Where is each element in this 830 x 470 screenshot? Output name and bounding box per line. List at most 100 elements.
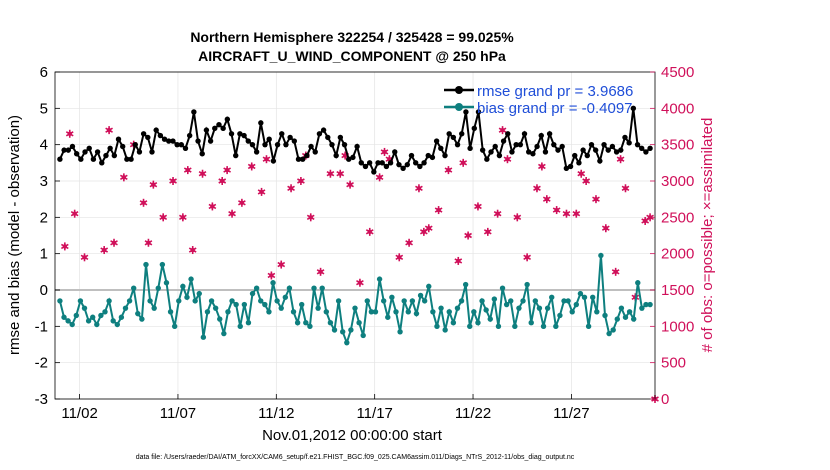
bias-point [626, 309, 633, 315]
rmse-point [417, 163, 423, 170]
obs-point-dot [505, 157, 510, 162]
bias-point [594, 309, 600, 315]
rmse-point [622, 134, 628, 141]
rmse-point [195, 138, 201, 144]
rmse-point [341, 141, 348, 148]
bias-point [356, 320, 362, 326]
obs-point-dot [121, 175, 127, 180]
obs-point [380, 147, 389, 156]
bias-point [389, 294, 395, 300]
bias-point [307, 323, 313, 330]
bias-point [417, 292, 424, 299]
bias-point [282, 294, 289, 300]
rmse-point [471, 125, 477, 132]
bias-point [262, 301, 268, 308]
bias-point [163, 280, 170, 286]
obs-point-dot [288, 186, 294, 191]
y-tick-label: 1 [40, 246, 48, 263]
chart-title: Northern Hemisphere 322254 / 325428 = 99… [190, 29, 514, 45]
bias-point [458, 298, 465, 304]
bias-point [491, 296, 498, 302]
bias-point [487, 316, 493, 322]
rmse-point [454, 141, 461, 148]
rmse-point [484, 156, 490, 162]
obs-point-dot [318, 269, 323, 275]
bias-point [176, 298, 182, 304]
obs-point [316, 267, 325, 276]
obs-point-dot [259, 189, 264, 195]
bias-point [630, 316, 637, 322]
obs-point [326, 169, 335, 178]
bias-point [438, 305, 444, 311]
obs-point [346, 180, 354, 189]
bias-point [135, 310, 141, 317]
obs-point [159, 213, 168, 222]
rmse-point [597, 158, 603, 164]
rmse-point [99, 160, 105, 166]
obs-point-dot [377, 175, 382, 180]
rmse-point [132, 141, 138, 148]
obs-point-dot [406, 240, 412, 245]
rmse-point [526, 149, 532, 155]
obs-point [538, 162, 546, 171]
obs-point-dot [279, 262, 284, 267]
y-tick-label: 4 [40, 137, 48, 154]
bias-point [69, 321, 75, 328]
rmse-point [346, 156, 352, 162]
rmse-point [551, 141, 557, 148]
y2-tick-label: 1500 [661, 282, 694, 299]
rmse-point [433, 138, 440, 144]
obs-point-dot [446, 167, 451, 173]
bias-point [352, 305, 358, 311]
bias-point [208, 298, 215, 304]
chart-subtitle: AIRCRAFT_U_WIND_COMPONENT @ 250 hPa [198, 48, 506, 64]
bias-point [557, 312, 563, 319]
bias-point [585, 323, 592, 330]
bias-point [409, 298, 416, 304]
bias-point [299, 301, 305, 308]
rmse-point [492, 143, 498, 150]
rmse-point [199, 151, 205, 157]
rmse-point [253, 149, 260, 155]
rmse-point [584, 152, 590, 159]
rmse-point [161, 136, 168, 142]
obs-point-dot [623, 186, 628, 191]
obs-point-dot [308, 215, 313, 220]
obs-point-dot [485, 229, 490, 235]
obs-point-dot [141, 200, 146, 205]
rmse-point [69, 143, 76, 150]
obs-point-dot [436, 207, 441, 213]
bias-point [237, 323, 243, 330]
rmse-point [115, 136, 122, 142]
rmse-point [521, 131, 528, 137]
data-file-footnote: data file: /Users/raeder/DAI/ATM_forcXX/… [136, 454, 575, 461]
rmse-point [312, 149, 318, 155]
rmse-point [191, 109, 197, 115]
obs-point-dot [618, 157, 623, 162]
obs-point [60, 242, 69, 251]
bias-point [303, 320, 309, 326]
obs-point [198, 169, 207, 178]
bias-point [77, 298, 84, 304]
rmse-point [166, 138, 172, 144]
obs-point-dot [342, 153, 348, 158]
obs-point [183, 166, 192, 175]
rmse-point [412, 160, 419, 166]
bias-point [405, 309, 411, 315]
bias-point [421, 298, 428, 304]
rmse-point [354, 143, 360, 150]
obs-point-dot [239, 200, 245, 205]
y-axis-label: rmse and bias (model - observation) [6, 115, 23, 355]
obs-point-dot [347, 182, 353, 187]
rmse-point [488, 149, 494, 155]
bias-point [253, 285, 260, 291]
rmse-point [333, 152, 339, 159]
rmse-point [496, 152, 503, 159]
obs-point [65, 129, 74, 138]
obs-point [434, 206, 443, 215]
bias-point [143, 261, 149, 268]
rmse-point [274, 141, 281, 148]
rmse-point [392, 149, 398, 155]
y2-tick-label: 500 [661, 355, 686, 372]
bias-point [614, 316, 620, 322]
